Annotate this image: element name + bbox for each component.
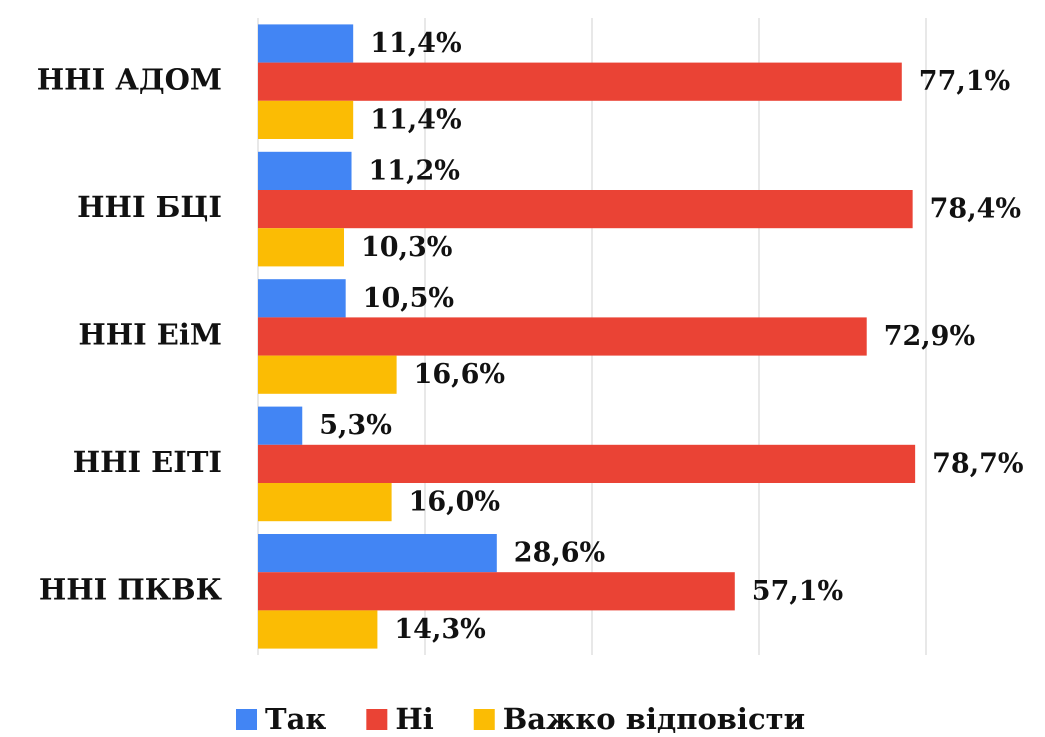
- bar: [258, 151, 352, 190]
- bar: [258, 317, 867, 356]
- value-label: 16,6%: [414, 359, 505, 390]
- value-label: 57,1%: [752, 576, 843, 607]
- value-label: 11,4%: [370, 28, 461, 59]
- legend-swatch: [366, 709, 388, 730]
- value-label: 78,4%: [930, 194, 1021, 225]
- bar: [258, 100, 354, 139]
- legend-swatch: [236, 709, 257, 730]
- value-label: 28,6%: [514, 538, 605, 569]
- legend-label: Так: [265, 702, 326, 736]
- category-label: ННІ ЕіМ: [78, 318, 222, 352]
- value-label: 77,1%: [919, 66, 1010, 97]
- value-label: 10,3%: [361, 232, 452, 263]
- bar: [258, 534, 497, 573]
- category-label: ННІ БЦІ: [77, 190, 222, 224]
- category-label: ННІ АДОМ: [37, 63, 222, 97]
- legend-label: Ні: [395, 702, 433, 736]
- value-label: 14,3%: [394, 614, 485, 645]
- legend-swatch: [473, 709, 495, 730]
- value-label: 10,5%: [363, 283, 454, 314]
- value-label: 16,0%: [409, 487, 500, 518]
- bar: [258, 279, 346, 318]
- bar: [258, 24, 354, 63]
- value-label: 72,9%: [884, 321, 975, 352]
- bar: [258, 190, 913, 229]
- legend-label: Важко відповісти: [503, 702, 805, 736]
- bar: [258, 62, 902, 101]
- bar: [258, 355, 397, 394]
- value-label: 78,7%: [932, 448, 1023, 479]
- value-label: 11,4%: [370, 104, 461, 135]
- bar: [258, 228, 345, 267]
- value-label: 11,2%: [369, 155, 460, 186]
- bar: [258, 483, 392, 522]
- bar: [258, 444, 916, 483]
- bar: [258, 406, 303, 445]
- bar: [258, 572, 735, 611]
- category-label: ННІ ПКВК: [39, 572, 223, 606]
- category-label: ННІ ЕІТІ: [73, 445, 222, 479]
- value-label: 5,3%: [319, 410, 392, 441]
- bar: [258, 610, 378, 649]
